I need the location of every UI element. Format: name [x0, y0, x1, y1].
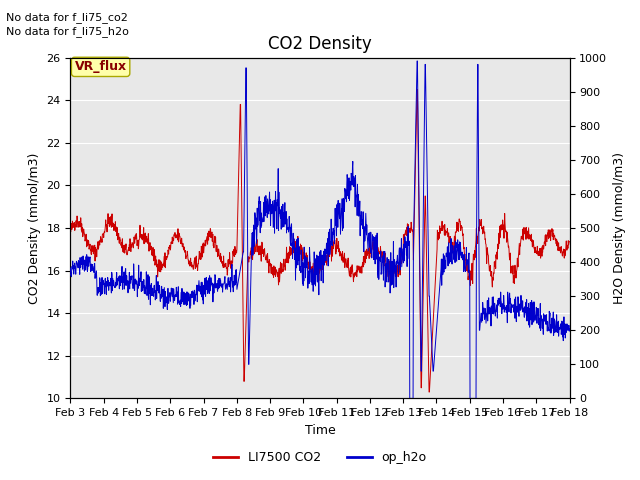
Y-axis label: CO2 Density (mmol/m3): CO2 Density (mmol/m3)	[28, 152, 41, 304]
Y-axis label: H2O Density (mmol/m3): H2O Density (mmol/m3)	[613, 152, 626, 304]
Legend: LI7500 CO2, op_h2o: LI7500 CO2, op_h2o	[209, 446, 431, 469]
Text: No data for f_li75_h2o: No data for f_li75_h2o	[6, 26, 129, 37]
X-axis label: Time: Time	[305, 424, 335, 437]
Text: No data for f_li75_co2: No data for f_li75_co2	[6, 12, 128, 23]
Title: CO2 Density: CO2 Density	[268, 35, 372, 53]
Text: VR_flux: VR_flux	[75, 60, 127, 73]
